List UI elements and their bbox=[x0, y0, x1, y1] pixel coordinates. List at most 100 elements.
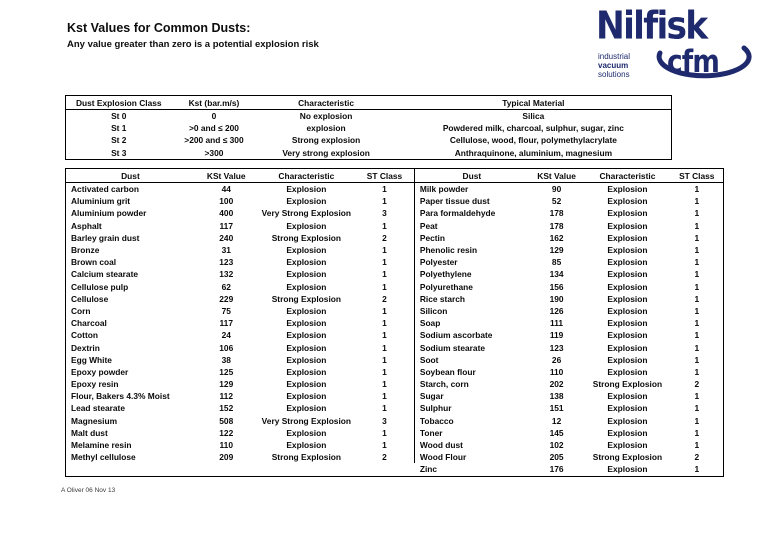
table-row: St 2 >200 and ≤ 300 Strong explosion Cellul… bbox=[66, 134, 672, 146]
cell-kst-value: 240 bbox=[219, 232, 234, 243]
cell-st-class: 1 bbox=[694, 342, 700, 353]
cell-dust: Lead stearate bbox=[71, 403, 125, 414]
cell-st-class: 1 bbox=[382, 245, 387, 256]
cell-kst-value: 106 bbox=[219, 342, 234, 353]
cell-kst-value: 190 bbox=[549, 293, 564, 304]
cell-kst-value: 145 bbox=[549, 427, 564, 438]
dust-table-right-half: Dust KSt Value Characteristic ST Class M… bbox=[414, 169, 723, 476]
cell-characteristic: Explosion bbox=[607, 342, 648, 353]
cell-dust: Cellulose bbox=[71, 293, 109, 304]
cell-kst-value: 178 bbox=[549, 208, 564, 219]
cell-kst-value: 100 bbox=[219, 196, 234, 207]
cell-characteristic: Strong Explosion bbox=[592, 379, 663, 390]
cell-kst-value: 178 bbox=[549, 220, 564, 231]
cell-dust: Soybean flour bbox=[419, 366, 476, 377]
cell-kst-value: 209 bbox=[219, 452, 234, 463]
cell-characteristic: Explosion bbox=[607, 391, 648, 402]
cell-kst-value: 75 bbox=[221, 305, 231, 316]
cell-characteristic: explosion bbox=[306, 123, 346, 134]
cell-characteristic: Strong Explosion bbox=[271, 232, 342, 243]
cell-dust: Bronze bbox=[71, 245, 100, 256]
cell-dust: Malt dust bbox=[71, 427, 108, 438]
cell-dust: Para formaldehyde bbox=[419, 208, 496, 219]
cell-dust: Soap bbox=[419, 318, 441, 329]
cell-st-class: 1 bbox=[694, 196, 700, 207]
table-row: Sulphur 151 Explosion 1 bbox=[415, 402, 723, 414]
cell-kst-value: 125 bbox=[219, 366, 234, 377]
cell-st-class: 1 bbox=[694, 281, 700, 292]
table-row: St 0 0 No explosion Silica bbox=[66, 110, 672, 123]
cell-dust: Asphalt bbox=[71, 220, 102, 231]
cell-characteristic: Explosion bbox=[286, 281, 327, 292]
cell-dust: Sodium ascorbate bbox=[419, 330, 493, 341]
cell-st-class: 1 bbox=[382, 391, 387, 402]
table-row: Cellulose pulp 62 Explosion 1 bbox=[66, 281, 414, 293]
cell-kst-value: 202 bbox=[549, 379, 564, 390]
table-row: Brown coal 123 Explosion 1 bbox=[66, 256, 414, 268]
cell-characteristic: Explosion bbox=[286, 257, 327, 268]
nilfisk-wordmark: Nilfisk bbox=[596, 4, 708, 48]
cell-characteristic: Explosion bbox=[607, 366, 648, 377]
cell-dust: Epoxy resin bbox=[71, 379, 119, 390]
cell-characteristic: Explosion bbox=[607, 403, 648, 414]
cell-st-class: 1 bbox=[694, 318, 700, 329]
cell-typical-material: Cellulose, wood, flour, polymethylacryla… bbox=[449, 135, 617, 146]
cell-kst-range: >300 bbox=[204, 147, 224, 158]
explosion-class-header-row: Dust Explosion Class Kst (bar.m/s) Chara… bbox=[65, 96, 672, 110]
cell-kst-value: 111 bbox=[550, 318, 564, 329]
page-title: Kst Values for Common Dusts: bbox=[67, 21, 251, 35]
page-subtitle: Any value greater than zero is a potenti… bbox=[67, 39, 319, 50]
cell-kst-value: 129 bbox=[219, 379, 234, 390]
cell-dust: Polyethylene bbox=[419, 269, 472, 280]
cell-dust: Methyl cellulose bbox=[71, 452, 136, 463]
cell-dust: Barley grain dust bbox=[71, 232, 140, 243]
cell-st-class: 1 bbox=[694, 464, 700, 475]
table-row: Para formaldehyde 178 Explosion 1 bbox=[415, 207, 723, 219]
table-row: Wood Flour 205 Strong Explosion 2 bbox=[415, 451, 723, 463]
cell-st-class: 1 bbox=[382, 440, 387, 451]
cell-kst-value: 126 bbox=[549, 305, 564, 316]
cell-kst-value: 90 bbox=[551, 184, 562, 195]
cell-characteristic: Very Strong Explosion bbox=[261, 415, 352, 426]
cell-characteristic: Explosion bbox=[607, 220, 648, 231]
cell-st-class: 1 bbox=[382, 220, 387, 231]
cell-st-class: 1 bbox=[382, 257, 387, 268]
table-row: Phenolic resin 129 Explosion 1 bbox=[415, 244, 723, 256]
cell-characteristic: Explosion bbox=[286, 269, 327, 280]
cell-characteristic: Explosion bbox=[607, 293, 648, 304]
header-kst-value: KSt Value bbox=[206, 170, 246, 181]
cell-dust: Epoxy powder bbox=[71, 366, 129, 377]
cell-dust: Soot bbox=[419, 354, 439, 365]
table-row: Egg White 38 Explosion 1 bbox=[66, 354, 414, 366]
cell-st-class: 1 bbox=[382, 330, 387, 341]
table-row: Sodium stearate 123 Explosion 1 bbox=[415, 341, 723, 353]
cell-st-class: 1 bbox=[382, 427, 387, 438]
cell-dust: Cotton bbox=[71, 330, 98, 341]
cell-dust: Flour, Bakers 4.3% Moist bbox=[71, 391, 170, 402]
cell-dust: Peat bbox=[419, 220, 438, 231]
cell-st-class: 1 bbox=[694, 293, 700, 304]
cell-characteristic: Explosion bbox=[607, 427, 648, 438]
tagline-line-1: industrial bbox=[598, 52, 631, 61]
cell-characteristic: Explosion bbox=[286, 330, 327, 341]
cell-characteristic: Explosion bbox=[607, 232, 648, 243]
cell-dust: Corn bbox=[71, 305, 91, 316]
cell-kst-value: 123 bbox=[219, 257, 234, 268]
cell-kst-value: 117 bbox=[219, 318, 233, 329]
cell-characteristic: Explosion bbox=[286, 305, 327, 316]
cell-characteristic: Explosion bbox=[286, 196, 327, 207]
explosion-class-table: Dust Explosion Class Kst (bar.m/s) Chara… bbox=[65, 95, 672, 160]
cell-dust: Brown coal bbox=[71, 257, 117, 268]
cell-kst-value: 119 bbox=[549, 330, 564, 341]
cell-dust: Sugar bbox=[419, 391, 444, 402]
cell-dust: Milk powder bbox=[419, 184, 469, 195]
cell-characteristic: Explosion bbox=[607, 269, 648, 280]
cell-st-class: 1 bbox=[694, 232, 700, 243]
cell-dust: Wood dust bbox=[419, 440, 463, 451]
cell-dust: Dextrin bbox=[71, 342, 100, 353]
cell-characteristic: Explosion bbox=[286, 440, 327, 451]
cell-st-class: 2 bbox=[694, 452, 700, 463]
cell-dust: Polyester bbox=[419, 257, 458, 268]
dust-table-left-half: Dust KSt Value Characteristic ST Class A… bbox=[66, 169, 415, 464]
